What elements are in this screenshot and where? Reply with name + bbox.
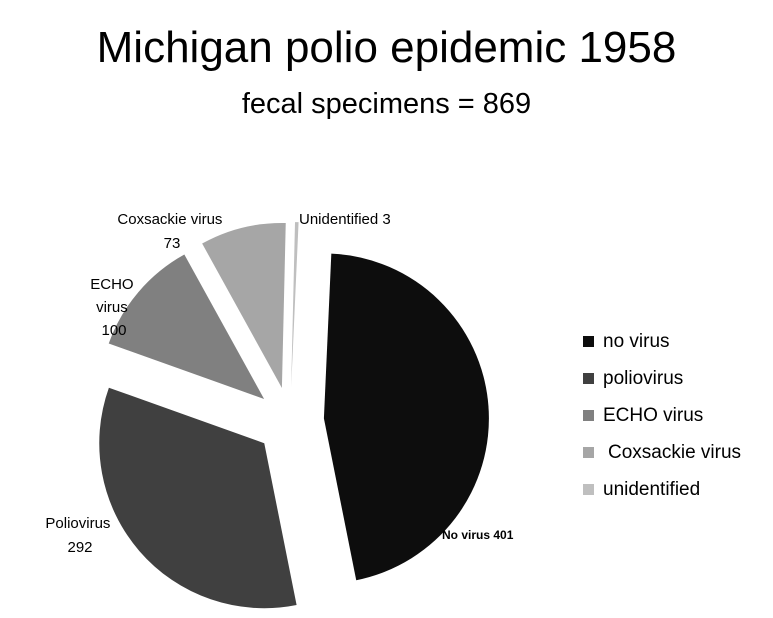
legend-label: Coxsackie virus: [608, 441, 742, 463]
data-label-coxsackie-virus: Coxsackie virus 73: [117, 211, 226, 252]
pie-slice-echo-virus: [108, 254, 265, 399]
data-label-poliovirus: Poliovirus 292: [45, 515, 114, 556]
chart-subtitle: fecal specimens = 869: [241, 88, 532, 120]
data-labels: No virus 401 Poliovirus 292 ECHO virus 1…: [45, 211, 513, 556]
legend-item-unidentified: unidentified: [583, 471, 741, 508]
pie-slice-no-virus: [323, 253, 489, 581]
data-label-echo-virus: ECHO virus 100: [90, 276, 138, 339]
legend-swatch: [583, 336, 594, 347]
legend-swatch: [583, 484, 594, 495]
legend-item-no-virus: no virus: [583, 323, 741, 360]
legend: no virus poliovirus ECHO virus Coxsackie…: [583, 323, 741, 508]
pie-slices: [99, 222, 489, 609]
pie-slice-poliovirus: [99, 387, 297, 609]
legend-swatch: [583, 447, 594, 458]
legend-label: ECHO virus: [603, 404, 704, 426]
data-label-unidentified: Unidentified 3: [299, 211, 391, 228]
legend-label: no virus: [603, 330, 670, 352]
chart-title: Michigan polio epidemic 1958: [96, 23, 677, 72]
pie-slice-unidentified: [291, 222, 299, 388]
legend-swatch: [583, 410, 594, 421]
legend-item-poliovirus: poliovirus: [583, 360, 741, 397]
legend-swatch: [583, 373, 594, 384]
pie-slice-coxsackie-virus: [202, 222, 286, 388]
data-label-no-virus: No virus 401: [442, 528, 514, 542]
legend-label: poliovirus: [603, 367, 684, 389]
legend-item-echo-virus: ECHO virus: [583, 397, 741, 434]
legend-label: unidentified: [603, 478, 701, 500]
legend-item-coxsackie-virus: Coxsackie virus: [583, 434, 741, 471]
